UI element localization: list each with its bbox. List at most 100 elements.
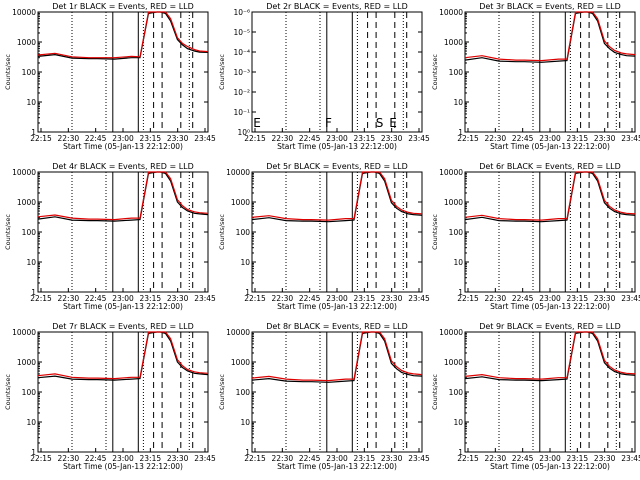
- subplot-title: Det 2r BLACK = Events, RED = LLD: [266, 2, 408, 11]
- x-tick-label: 22:45: [512, 134, 534, 143]
- subplot-title: Det 1r BLACK = Events, RED = LLD: [52, 2, 194, 11]
- y-tick-label: 10: [26, 418, 36, 427]
- y-tick-label: 100: [236, 388, 251, 397]
- y-axis-label: Counts/sec: [431, 374, 439, 410]
- plot-frame: [464, 11, 636, 133]
- y-tick-label: 10: [240, 258, 250, 267]
- x-tick-label: 22:15: [457, 294, 479, 303]
- x-axis-label: Start Time (05-Jan-13 22:12:00): [277, 142, 397, 151]
- panel-annotation: F: [325, 116, 332, 130]
- series-line: [251, 171, 423, 221]
- series-line: [37, 331, 209, 381]
- y-tick-label: 10000: [12, 328, 36, 337]
- x-tick-label: 22:45: [512, 454, 534, 463]
- x-axis-label: Start Time (05-Jan-13 22:12:00): [277, 462, 397, 471]
- y-tick-label: 100: [22, 228, 37, 237]
- y-tick-label: 1: [458, 288, 463, 297]
- x-tick-label: 23:30: [381, 134, 403, 143]
- x-tick-label: 23:45: [194, 134, 216, 143]
- x-tick-label: 23:15: [567, 454, 589, 463]
- y-tick-label: 1: [458, 128, 463, 137]
- x-tick-label: 22:15: [457, 134, 479, 143]
- y-tick-label: 10000: [439, 8, 463, 17]
- x-tick-label: 22:30: [272, 454, 294, 463]
- y-tick-label: 10: [26, 98, 36, 107]
- y-tick-label: 10000: [226, 328, 250, 337]
- y-tick-label: 1: [31, 288, 36, 297]
- y-tick-label: 1000: [231, 358, 250, 367]
- plot-frame: [251, 171, 423, 293]
- x-tick-label: 22:30: [485, 294, 507, 303]
- y-tick-label: 10⁻⁵: [233, 28, 250, 37]
- series-line: [251, 171, 423, 223]
- y-tick-label: 1000: [17, 198, 36, 207]
- y-axis-label: Counts/sec: [218, 374, 226, 410]
- y-tick-label: 10000: [12, 168, 36, 177]
- x-tick-label: 23:00: [326, 294, 348, 303]
- series-line: [37, 331, 209, 380]
- subplot-title: Det 3r BLACK = Events, RED = LLD: [479, 2, 621, 11]
- subplot-3: Det 3r BLACK = Events, RED = LLD 1 10 100 10…: [431, 2, 640, 151]
- plot-frame: [251, 11, 423, 133]
- x-tick-label: 22:30: [485, 454, 507, 463]
- subplot-title: Det 8r BLACK = Events, RED = LLD: [266, 322, 408, 331]
- y-tick-label: 1: [31, 448, 36, 457]
- x-tick-label: 22:15: [244, 454, 266, 463]
- x-tick-label: 23:30: [167, 454, 189, 463]
- x-tick-label: 23:15: [567, 294, 589, 303]
- y-tick-label: 10⁻¹: [233, 108, 250, 117]
- x-tick-label: 23:45: [621, 454, 640, 463]
- x-tick-label: 22:15: [244, 294, 266, 303]
- y-tick-label: 10: [453, 418, 463, 427]
- series-line: [37, 11, 209, 59]
- x-tick-label: 22:15: [30, 134, 52, 143]
- x-tick-label: 22:45: [299, 294, 321, 303]
- subplot-title: Det 9r BLACK = Events, RED = LLD: [479, 322, 621, 331]
- series-line: [464, 11, 636, 63]
- subplot-title: Det 6r BLACK = Events, RED = LLD: [479, 162, 621, 171]
- y-tick-label: 1000: [444, 358, 463, 367]
- x-tick-label: 23:00: [539, 134, 561, 143]
- subplot-5: Det 5r BLACK = Events, RED = LLD 1 10 100 10…: [218, 162, 430, 311]
- y-tick-label: 100: [449, 68, 464, 77]
- x-axis-label: Start Time (05-Jan-13 22:12:00): [277, 302, 397, 311]
- x-tick-label: 23:30: [381, 454, 403, 463]
- y-tick-label: 10000: [439, 328, 463, 337]
- x-tick-label: 22:15: [244, 134, 266, 143]
- x-tick-label: 22:30: [485, 134, 507, 143]
- plot-frame: [37, 171, 209, 293]
- subplot-title: Det 5r BLACK = Events, RED = LLD: [266, 162, 408, 171]
- subplot-title: Det 7r BLACK = Events, RED = LLD: [52, 322, 194, 331]
- y-tick-label: 1: [245, 448, 250, 457]
- series-line: [37, 171, 209, 222]
- subplot-7: Det 7r BLACK = Events, RED = LLD 1 10 100 10…: [4, 322, 216, 471]
- x-tick-label: 23:00: [326, 134, 348, 143]
- x-axis-label: Start Time (05-Jan-13 22:12:00): [490, 462, 610, 471]
- x-tick-label: 22:45: [85, 134, 107, 143]
- y-tick-label: 10: [26, 258, 36, 267]
- subplot-title: Det 4r BLACK = Events, RED = LLD: [52, 162, 194, 171]
- y-tick-label: 1000: [17, 38, 36, 47]
- y-tick-label: 10000: [12, 8, 36, 17]
- x-tick-label: 23:15: [567, 134, 589, 143]
- y-tick-label: 100: [22, 388, 37, 397]
- y-tick-label: 10⁻⁶: [233, 8, 250, 17]
- y-tick-label: 10: [453, 258, 463, 267]
- y-tick-label: 10000: [439, 168, 463, 177]
- x-tick-label: 22:15: [30, 294, 52, 303]
- y-axis-label: Counts/sec: [218, 54, 226, 90]
- series-line: [464, 11, 636, 62]
- x-tick-label: 22:30: [58, 134, 80, 143]
- x-tick-label: 23:30: [594, 134, 616, 143]
- x-tick-label: 22:30: [272, 294, 294, 303]
- y-tick-label: 1000: [17, 358, 36, 367]
- plot-frame: [464, 331, 636, 453]
- x-axis-label: Start Time (05-Jan-13 22:12:00): [63, 302, 183, 311]
- series-line: [37, 171, 209, 221]
- x-tick-label: 23:15: [354, 134, 376, 143]
- y-axis-label: Counts/sec: [4, 54, 12, 90]
- y-axis-label: Counts/sec: [218, 214, 226, 250]
- y-axis-label: Counts/sec: [431, 214, 439, 250]
- x-axis-label: Start Time (05-Jan-13 22:12:00): [63, 462, 183, 471]
